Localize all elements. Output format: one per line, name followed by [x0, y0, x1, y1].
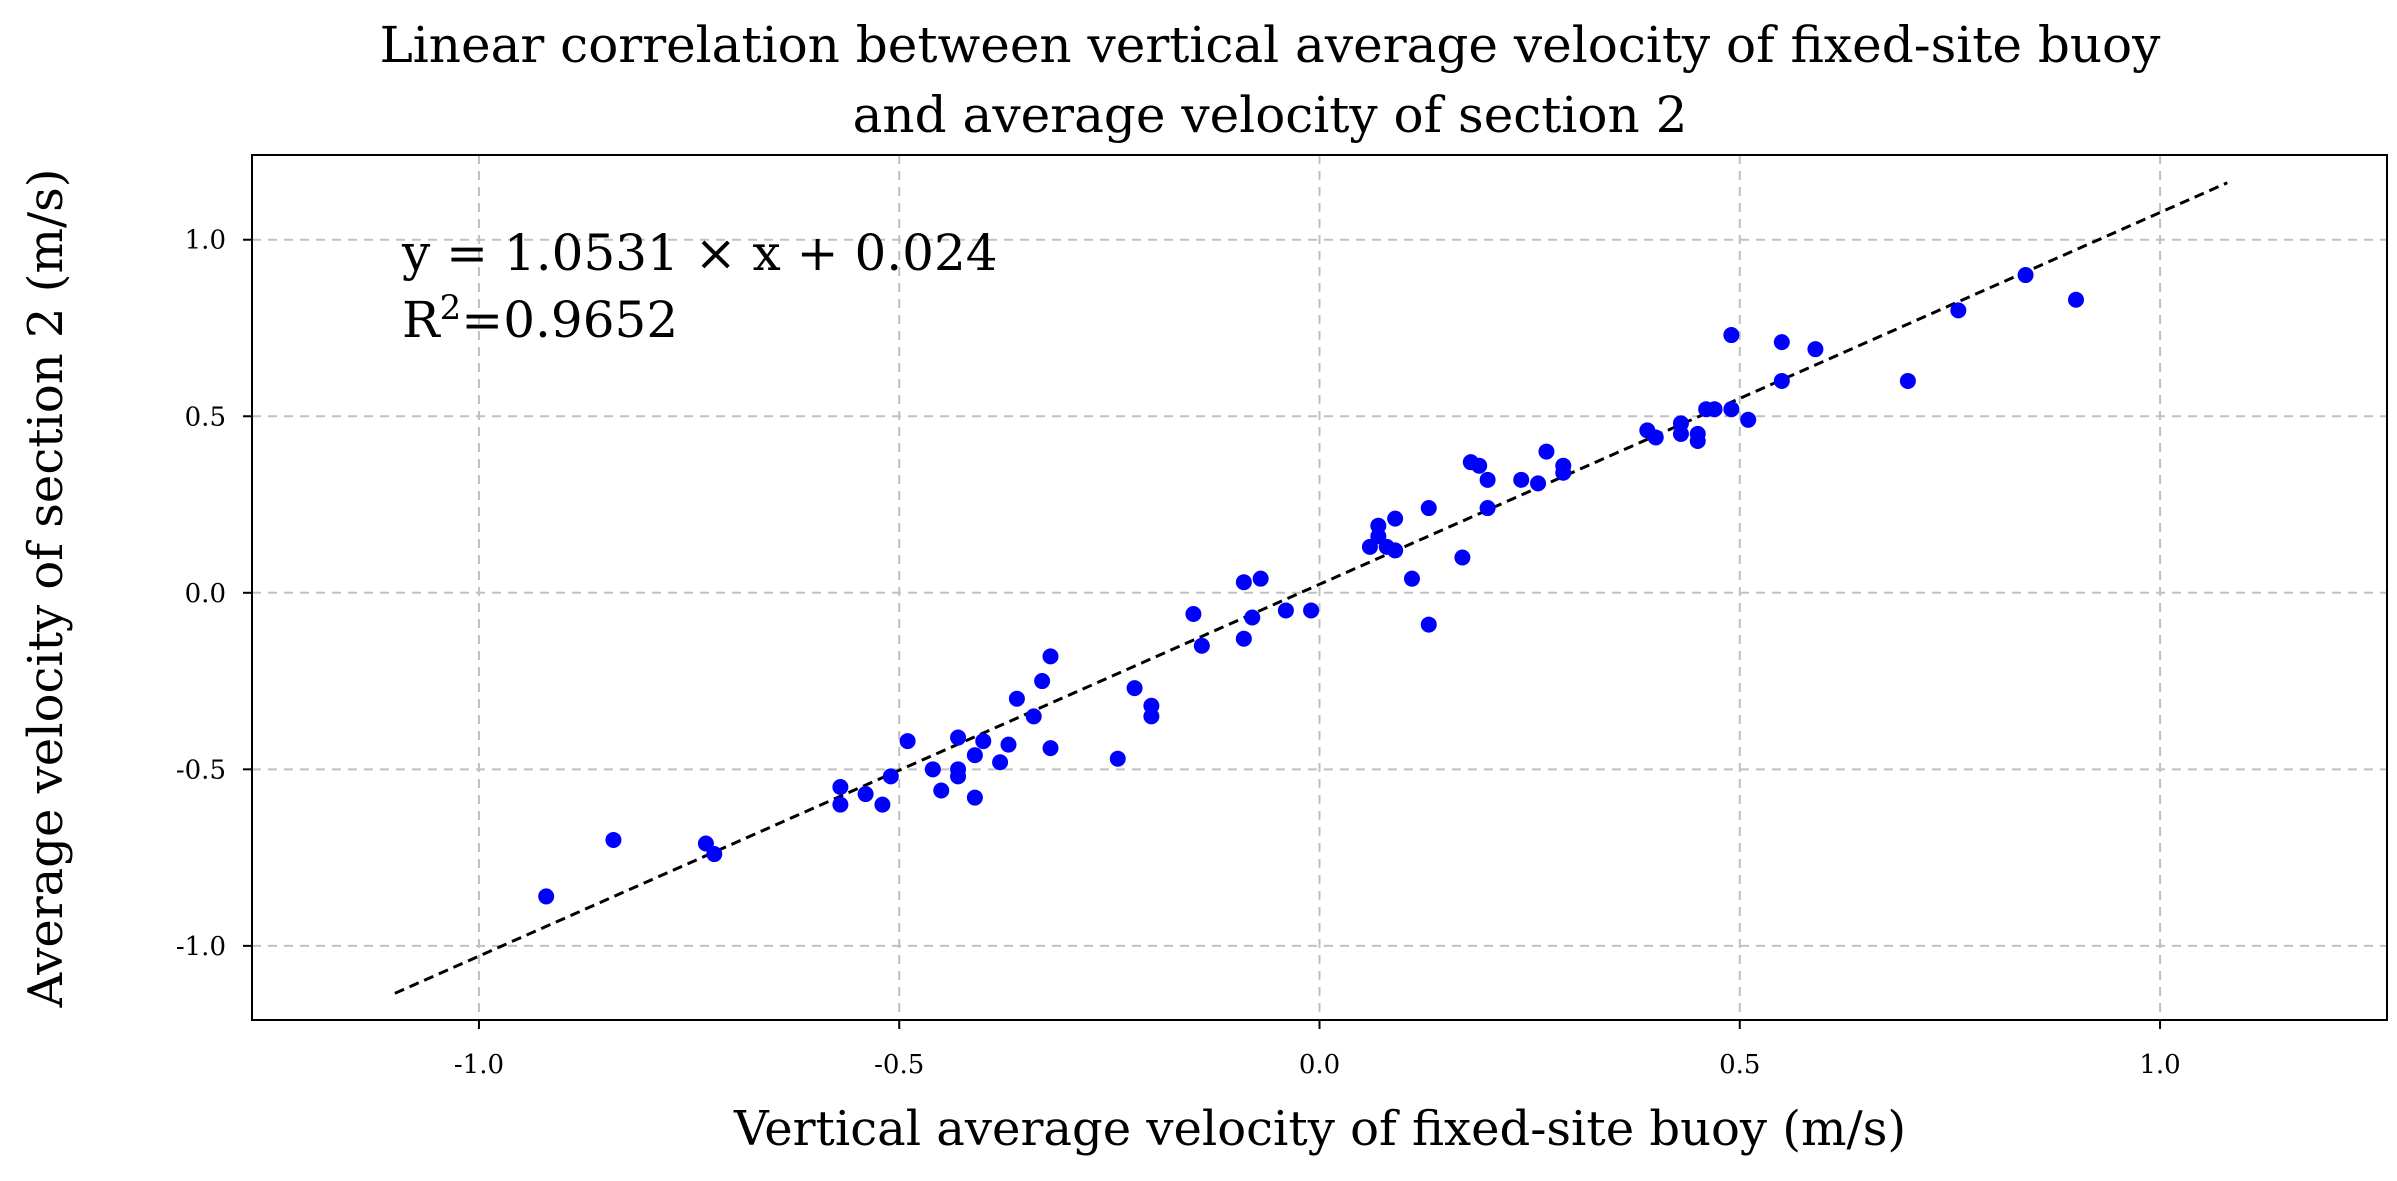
data-point — [975, 733, 992, 750]
data-point — [1672, 425, 1689, 442]
data-point — [1252, 570, 1269, 587]
data-point — [1950, 302, 1967, 319]
data-point — [1555, 464, 1572, 481]
data-point — [1042, 648, 1059, 665]
data-point — [933, 782, 950, 799]
y-tick-label: 0.5 — [185, 402, 226, 432]
data-point — [882, 768, 899, 785]
data-point — [1244, 609, 1261, 626]
data-point — [857, 786, 874, 803]
data-point — [950, 768, 967, 785]
data-point — [1143, 708, 1160, 725]
data-point — [1034, 673, 1051, 690]
x-tick-label: -1.0 — [454, 1050, 504, 1080]
data-point — [1387, 510, 1404, 527]
data-point — [966, 789, 983, 806]
data-point — [706, 846, 723, 863]
data-point — [1403, 570, 1420, 587]
y-tick-label: 0.0 — [185, 579, 226, 609]
data-point — [1025, 708, 1042, 725]
data-point — [1303, 602, 1320, 619]
data-point — [1387, 542, 1404, 559]
y-tick-label: -1.0 — [176, 932, 226, 962]
data-point — [899, 733, 916, 750]
r-squared-prefix: R — [402, 291, 441, 349]
data-point — [1235, 630, 1252, 647]
data-point — [1479, 500, 1496, 517]
data-point — [1740, 411, 1757, 428]
data-point — [1420, 500, 1437, 517]
data-point — [1689, 432, 1706, 449]
data-point — [1479, 471, 1496, 488]
data-point — [2067, 291, 2084, 308]
chart-title-line-2: and average velocity of section 2 — [853, 86, 1688, 144]
data-point — [1773, 372, 1790, 389]
data-point — [1723, 401, 1740, 418]
regression-line — [394, 181, 2228, 995]
y-axis-label: Average velocity of section 2 (m/s) — [18, 169, 74, 1009]
x-tick-label: 0.0 — [1299, 1050, 1340, 1080]
data-point — [1193, 637, 1210, 654]
r-squared: R2=0.9652 — [402, 288, 678, 349]
data-point — [1538, 443, 1555, 460]
r-squared-value: =0.9652 — [461, 291, 678, 349]
data-point — [874, 796, 891, 813]
x-tick-label: -0.5 — [874, 1050, 924, 1080]
data-point — [1185, 605, 1202, 622]
y-tick-label: -0.5 — [176, 755, 226, 785]
data-point — [1000, 736, 1017, 753]
data-point — [1420, 616, 1437, 633]
data-point — [1706, 401, 1723, 418]
data-point — [832, 778, 849, 795]
data-point — [1008, 690, 1025, 707]
data-point — [1454, 549, 1471, 566]
data-points — [538, 267, 2084, 905]
x-tick-label: 1.0 — [2139, 1050, 2180, 1080]
y-axis-ticks: -1.0 -0.5 0.0 0.5 1.0 — [176, 226, 252, 962]
data-point — [1109, 750, 1126, 767]
data-point — [1126, 680, 1143, 697]
grid — [252, 155, 2387, 1020]
data-point — [538, 888, 555, 905]
data-point — [992, 754, 1009, 771]
data-point — [950, 729, 967, 746]
data-point — [605, 831, 622, 848]
data-point — [1807, 341, 1824, 358]
y-tick-label: 1.0 — [185, 226, 226, 256]
data-point — [1647, 429, 1664, 446]
data-point — [966, 747, 983, 764]
x-axis-ticks: -1.0 -0.5 0.0 0.5 1.0 — [454, 1020, 2181, 1080]
data-point — [832, 796, 849, 813]
data-point — [1899, 372, 1916, 389]
data-point — [1042, 740, 1059, 757]
fit-line-group — [394, 181, 2228, 995]
chart-title-line-1: Linear correlation between vertical aver… — [380, 16, 2162, 74]
r-squared-superscript: 2 — [440, 288, 462, 328]
x-tick-label: 0.5 — [1719, 1050, 1760, 1080]
x-axis-label: Vertical average velocity of fixed-site … — [733, 1101, 1906, 1157]
data-point — [1513, 471, 1530, 488]
data-point — [2017, 267, 2034, 284]
data-point — [1471, 457, 1488, 474]
data-point — [1773, 334, 1790, 351]
data-point — [1530, 475, 1547, 492]
data-point — [1235, 574, 1252, 591]
data-point — [924, 761, 941, 778]
data-point — [1723, 327, 1740, 344]
regression-equation: y = 1.0531 × x + 0.024 — [401, 224, 998, 282]
data-point — [1277, 602, 1294, 619]
